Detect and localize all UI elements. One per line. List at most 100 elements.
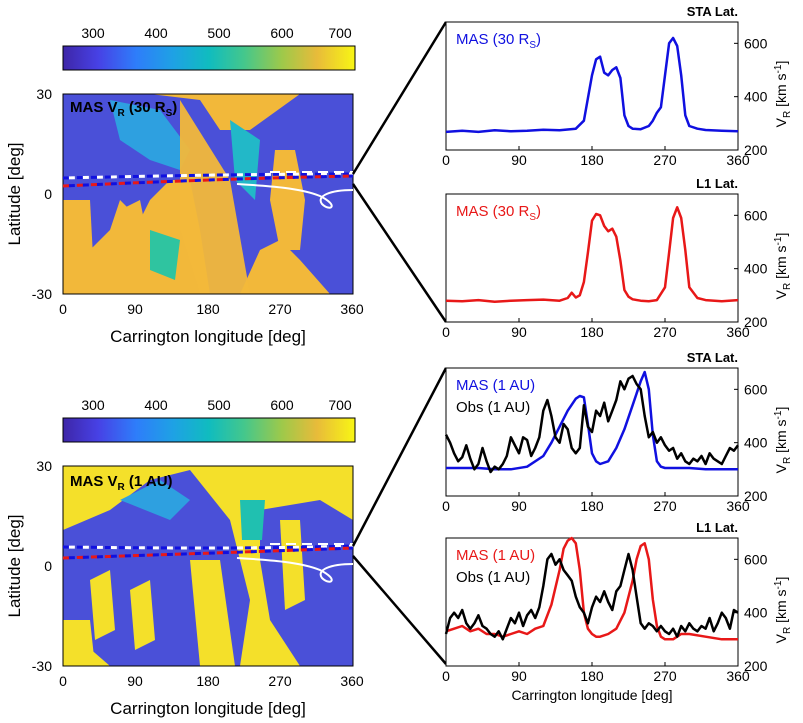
svg-text:300: 300 xyxy=(81,397,105,413)
legend-label: MAS (30 RS) xyxy=(456,31,541,51)
map-1au: 300 400 500 600 700 MAS VR (1 AU) xyxy=(5,397,364,718)
x-tick-label: 360 xyxy=(726,152,750,168)
x-tick-label: 0 xyxy=(442,324,450,340)
line-panel-3: 0 90 180 270 360 600 400 200 STA Lat. MAS (1 AU) O… xyxy=(442,350,793,514)
svg-text:270: 270 xyxy=(268,301,292,317)
colorbar xyxy=(62,45,356,71)
heatmap-30rs xyxy=(63,94,353,294)
legend-label: Obs (1 AU) xyxy=(456,569,530,586)
legend-label: Obs (1 AU) xyxy=(456,399,530,416)
svg-text:700: 700 xyxy=(328,397,352,413)
cb-tick-400: 400 xyxy=(144,25,168,41)
svg-text:600: 600 xyxy=(270,397,294,413)
series-line xyxy=(444,374,739,474)
svg-text:500: 500 xyxy=(207,397,231,413)
white-contour-30rs xyxy=(236,183,354,209)
svg-text:90: 90 xyxy=(127,301,143,317)
line-panel-4: 0 90 180 270 360 600 400 200 L1 Lat. MAS (1 AU) Ob… xyxy=(442,520,793,703)
svg-text:0: 0 xyxy=(59,673,67,689)
panel-frame xyxy=(445,21,739,151)
line-panel-2: 0 90 180 270 360 600 400 200 L1 Lat. MAS (30 RS) V… xyxy=(442,176,793,340)
y-tick-label: 200 xyxy=(744,314,768,330)
series-line xyxy=(446,370,738,471)
series-line xyxy=(445,36,739,134)
svg-text:0: 0 xyxy=(44,186,52,202)
white-contour-1au xyxy=(236,557,354,583)
x-tick-label: 360 xyxy=(726,498,750,514)
cb-tick-500: 500 xyxy=(207,25,231,41)
svg-text:-30: -30 xyxy=(32,286,52,302)
series-line xyxy=(445,206,739,303)
legend-label: MAS (1 AU) xyxy=(456,547,535,564)
y-tick-label: 200 xyxy=(744,488,768,504)
y-tick-label: 200 xyxy=(744,142,768,158)
y-tick-label: 400 xyxy=(744,605,768,621)
map-30rs-yticks: 30 0 -30 xyxy=(32,86,52,302)
y-tick-label: 600 xyxy=(744,207,768,223)
panel-title: L1 Lat. xyxy=(696,176,738,191)
svg-text:180: 180 xyxy=(196,301,220,317)
map-1au-xlabel: Carrington longitude [deg] xyxy=(110,699,306,718)
map-30rs-xticks: 0 90 180 270 360 xyxy=(59,301,364,317)
svg-text:180: 180 xyxy=(196,673,220,689)
zoom-connectors xyxy=(351,21,448,665)
svg-text:0: 0 xyxy=(59,301,67,317)
panel-xlabel: Carrington longitude [deg] xyxy=(511,687,672,703)
x-tick-label: 180 xyxy=(580,498,604,514)
colorbar-ticks: 300 400 500 600 700 xyxy=(81,25,352,41)
y-tick-label: 400 xyxy=(744,89,768,105)
x-tick-label: 180 xyxy=(580,152,604,168)
panel-ylabel: VR [km s-1] xyxy=(773,61,793,128)
x-tick-label: 270 xyxy=(653,152,677,168)
y-tick-label: 400 xyxy=(744,261,768,277)
svg-text:270: 270 xyxy=(268,673,292,689)
map-1au-ylabel: Latitude [deg] xyxy=(5,514,24,617)
x-tick-label: 360 xyxy=(726,324,750,340)
line-panels: 0 90 180 270 360 600 400 200 STA Lat. MAS (30 RS)… xyxy=(442,4,793,703)
panel-title: L1 Lat. xyxy=(696,520,738,535)
svg-text:360: 360 xyxy=(340,673,364,689)
svg-text:30: 30 xyxy=(36,458,52,474)
svg-text:360: 360 xyxy=(340,301,364,317)
map-30rs-ylabel: Latitude [deg] xyxy=(5,142,24,245)
y-tick-label: 400 xyxy=(744,435,768,451)
panel-title: STA Lat. xyxy=(687,4,738,19)
map-title-30rs: MAS VR (30 RS) xyxy=(70,99,177,119)
legend-label: MAS (1 AU) xyxy=(456,377,535,394)
x-tick-label: 0 xyxy=(442,498,450,514)
map-30rs: 300 400 500 600 700 MAS VR (30 RS) xyxy=(5,25,364,346)
colorbar-2 xyxy=(62,417,356,443)
legend-label: MAS (30 RS) xyxy=(456,203,541,223)
y-tick-label: 600 xyxy=(744,551,768,567)
svg-text:400: 400 xyxy=(144,397,168,413)
x-tick-label: 270 xyxy=(653,668,677,684)
cb-tick-300: 300 xyxy=(81,25,105,41)
x-tick-label: 90 xyxy=(511,152,527,168)
panel-frame xyxy=(445,537,739,667)
svg-text:30: 30 xyxy=(36,86,52,102)
cb-tick-700: 700 xyxy=(328,25,352,41)
series-line xyxy=(444,552,739,641)
panel-ylabel: VR [km s-1] xyxy=(773,577,793,644)
cb-tick-600: 600 xyxy=(270,25,294,41)
map-30rs-xlabel: Carrington longitude [deg] xyxy=(110,327,306,346)
x-tick-label: 90 xyxy=(511,668,527,684)
x-tick-label: 0 xyxy=(442,152,450,168)
panel-ylabel: VR [km s-1] xyxy=(773,233,793,300)
x-tick-label: 270 xyxy=(653,324,677,340)
panel-title: STA Lat. xyxy=(687,350,738,365)
colorbar-2-ticks: 300 400 500 600 700 xyxy=(81,397,352,413)
y-tick-label: 200 xyxy=(744,658,768,674)
x-tick-label: 360 xyxy=(726,668,750,684)
panel-ylabel: VR [km s-1] xyxy=(773,407,793,474)
x-tick-label: 180 xyxy=(580,668,604,684)
x-tick-label: 270 xyxy=(653,498,677,514)
map-title-1au: MAS VR (1 AU) xyxy=(70,473,173,493)
y-tick-label: 600 xyxy=(744,381,768,397)
x-tick-label: 0 xyxy=(442,668,450,684)
y-tick-label: 600 xyxy=(744,35,768,51)
svg-text:0: 0 xyxy=(44,558,52,574)
svg-text:-30: -30 xyxy=(32,658,52,674)
map-1au-yticks: 30 0 -30 xyxy=(32,458,52,674)
